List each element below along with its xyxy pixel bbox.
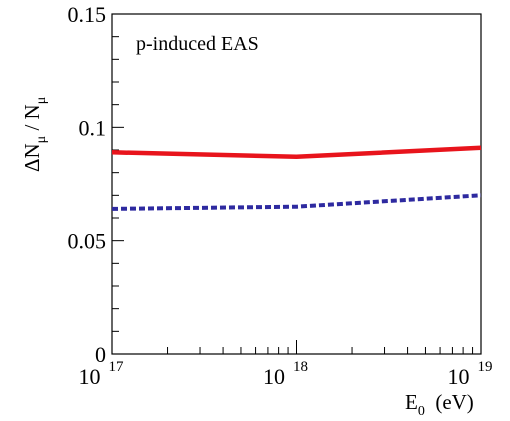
- plot-frame: [111, 13, 482, 355]
- tick-labels: 0 0.05 0.1 0.15 10 17 10 18 10 19: [68, 2, 493, 389]
- x-tick-label: 10 17: [79, 359, 125, 389]
- series-line-2-dotted: [111, 193, 482, 211]
- x-tick-base: 10: [79, 364, 101, 389]
- x-tick-exponent: 19: [478, 359, 493, 375]
- minor-ticks: [111, 13, 482, 355]
- x-tick-exponent: 17: [109, 359, 125, 375]
- x-axis-label: E0 (eV): [405, 390, 474, 419]
- x-tick-label: 10 19: [448, 359, 493, 389]
- x-tick-base: 10: [263, 364, 285, 389]
- x-tick-exponent: 18: [293, 359, 308, 375]
- y-label-n1: N: [20, 143, 44, 158]
- x-tick-base: 10: [448, 364, 470, 389]
- y-axis-label: ΔNμ / Nμ: [20, 97, 49, 172]
- x-tick-label: 10 18: [263, 359, 308, 389]
- series-layer: [111, 145, 482, 211]
- y-tick-label: 0.1: [79, 115, 107, 140]
- y-label-n2: N: [20, 104, 44, 119]
- series-line-1-solid: [111, 145, 482, 160]
- y-label-sub2: μ: [34, 97, 49, 105]
- y-label-delta: Δ: [20, 158, 44, 172]
- y-tick-label: 0: [95, 342, 106, 367]
- y-label-slash: /: [20, 119, 44, 135]
- chart-annotation: p-induced EAS: [136, 33, 259, 55]
- y-tick-label: 0.15: [68, 2, 107, 27]
- y-label-sub1: μ: [34, 136, 49, 144]
- x-label-sub: 0: [418, 404, 425, 419]
- y-tick-label: 0.05: [68, 229, 107, 254]
- x-label-rest: (eV): [425, 390, 474, 414]
- x-label-main: E: [405, 390, 418, 414]
